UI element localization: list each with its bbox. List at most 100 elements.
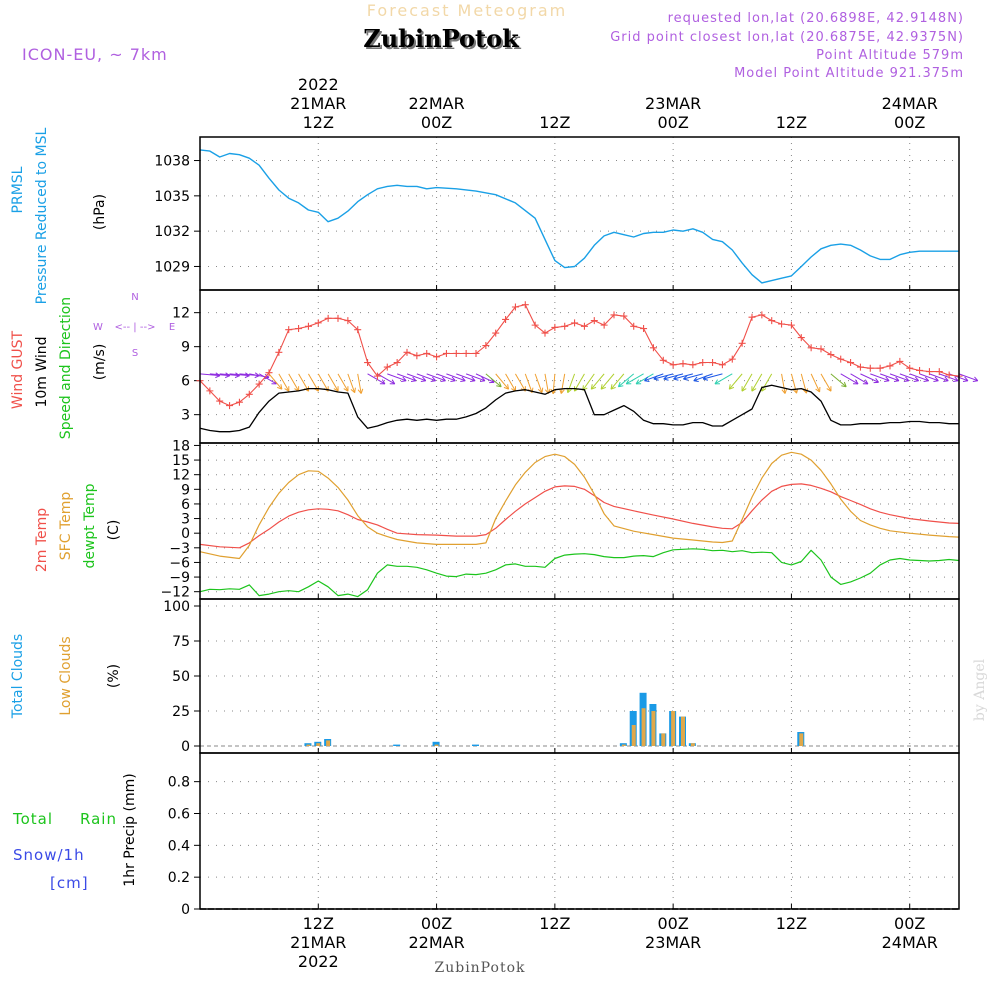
- gust-marker: [856, 363, 864, 371]
- wind-arrow: [485, 373, 502, 388]
- wind-arrow: [929, 373, 949, 382]
- wind-arrow: [559, 373, 566, 394]
- clouds-unit: (%): [106, 664, 122, 688]
- wind-arrow-head: [714, 379, 718, 385]
- wind-arrow-head: [913, 380, 919, 382]
- compass-w: W: [93, 322, 103, 333]
- wind-arrow-head: [943, 380, 949, 382]
- gust-marker: [906, 364, 914, 372]
- wind-unit: (m/s): [92, 344, 108, 381]
- wind-arrow: [357, 373, 364, 394]
- gust-marker: [344, 317, 352, 325]
- wind-arrow-head: [618, 385, 624, 388]
- wind-arrow-shaft: [899, 373, 919, 382]
- wind-arrow: [850, 373, 869, 385]
- wind-arrow: [544, 373, 551, 394]
- clouds-panel-labels: Total Clouds Low Clouds (%): [10, 634, 122, 719]
- wind-arrow-shaft: [357, 373, 362, 394]
- wind-arrow: [919, 373, 939, 382]
- compass-s: S: [132, 348, 138, 359]
- wind-arrow-head: [420, 380, 426, 382]
- wind-arrow-shaft: [702, 373, 723, 380]
- wind-arrow: [879, 373, 900, 382]
- wind-arrow-head: [864, 379, 869, 385]
- wind-arrow-head: [953, 380, 959, 382]
- wind-arrow-shaft: [337, 373, 349, 392]
- gust-marker: [699, 359, 707, 367]
- gust-marker: [265, 369, 273, 377]
- model-label: ICON-EU, ~ 7km: [22, 45, 168, 64]
- wind-arrow-head: [673, 375, 678, 380]
- precip-tick-label: 0.6: [168, 806, 190, 822]
- pressure-tick-label: 1038: [154, 154, 190, 170]
- total-clouds-bar: [432, 741, 440, 746]
- faded-title: Forecast Meteogram: [367, 1, 567, 20]
- gust-label: Wind GUST: [10, 330, 26, 409]
- wind-arrow-shaft: [514, 373, 526, 392]
- wind-arrow-shaft: [618, 373, 635, 388]
- wind-arrow: [377, 373, 396, 385]
- wind-arrow-shaft: [209, 373, 230, 377]
- wind-arrow: [958, 373, 979, 382]
- wind-arrow-head: [277, 386, 283, 390]
- wind-arrow-shaft: [693, 373, 713, 382]
- wind-arrow: [781, 373, 788, 394]
- gust-marker: [383, 363, 391, 371]
- wind-arrow-shaft: [644, 373, 664, 382]
- wind-arrow-head: [702, 375, 708, 380]
- gust-marker: [561, 322, 569, 330]
- bottom-time-label: 00Z: [421, 914, 452, 933]
- wind-arrow-head: [244, 375, 250, 379]
- wind-arrow-head: [885, 376, 890, 382]
- gust-marker: [442, 349, 450, 357]
- wind-arrow-head: [470, 380, 476, 382]
- low-clouds-bar: [690, 743, 695, 746]
- wind-arrow-shaft: [199, 373, 220, 377]
- wind-arrow: [495, 373, 510, 390]
- gust-marker: [620, 312, 628, 320]
- clouds-tick-label: 75: [172, 634, 190, 650]
- wind-arrow-head: [914, 376, 920, 382]
- wind-arrow-head: [552, 389, 557, 395]
- wind-arrow: [653, 373, 674, 381]
- wind-arrow: [396, 373, 417, 382]
- gust-marker: [571, 319, 579, 327]
- gust-marker: [649, 344, 657, 352]
- wind-arrow-head: [934, 376, 939, 382]
- bottom-time-label: 2022: [298, 952, 339, 971]
- wind-arrow-shaft: [909, 373, 929, 382]
- wind-arrow-head: [644, 376, 649, 382]
- temp-tick-label: −12: [160, 585, 190, 601]
- wind-arrow-shaft: [406, 373, 426, 382]
- wind-arrow-shaft: [626, 373, 644, 385]
- precip-frame: [199, 752, 960, 910]
- wind-arrow-head: [826, 388, 832, 392]
- wind-arrow-shaft: [456, 373, 476, 382]
- wind-arrow: [635, 373, 654, 385]
- wind-arrow-head: [234, 375, 240, 379]
- compass-n: N: [131, 292, 138, 303]
- wind-arrow-shaft: [714, 373, 733, 385]
- wind-arrow-head: [895, 376, 900, 382]
- gust-marker: [206, 387, 214, 395]
- gust-marker: [669, 361, 677, 369]
- pressure-unit: (hPa): [92, 194, 108, 230]
- pressure-frame: [199, 136, 960, 291]
- temp-tick-label: 18: [172, 438, 190, 454]
- top-time-label: 00Z: [894, 113, 925, 132]
- temp-tick-label: 15: [172, 453, 190, 469]
- wind-arrow-head: [590, 384, 593, 390]
- wind-arrow-shaft: [840, 373, 859, 385]
- pressure-tick-label: 1035: [154, 189, 190, 205]
- temp2m-label: 2m Temp: [34, 508, 50, 572]
- model-altitude: Model Point Altitude 921.375m: [734, 66, 964, 81]
- wind-arrow: [899, 373, 920, 382]
- wind-arrow-head: [663, 378, 669, 381]
- pressure-panel: 1038 1035 1032 1029: [154, 137, 959, 290]
- wind-arrow-shaft: [830, 373, 847, 388]
- credit-watermark: by Angel: [972, 658, 988, 721]
- wind-tick-label: 3: [181, 408, 190, 424]
- snow-label: Snow/1h: [13, 846, 85, 864]
- wind-arrow-shaft: [268, 373, 283, 390]
- wind-arrow: [820, 373, 832, 392]
